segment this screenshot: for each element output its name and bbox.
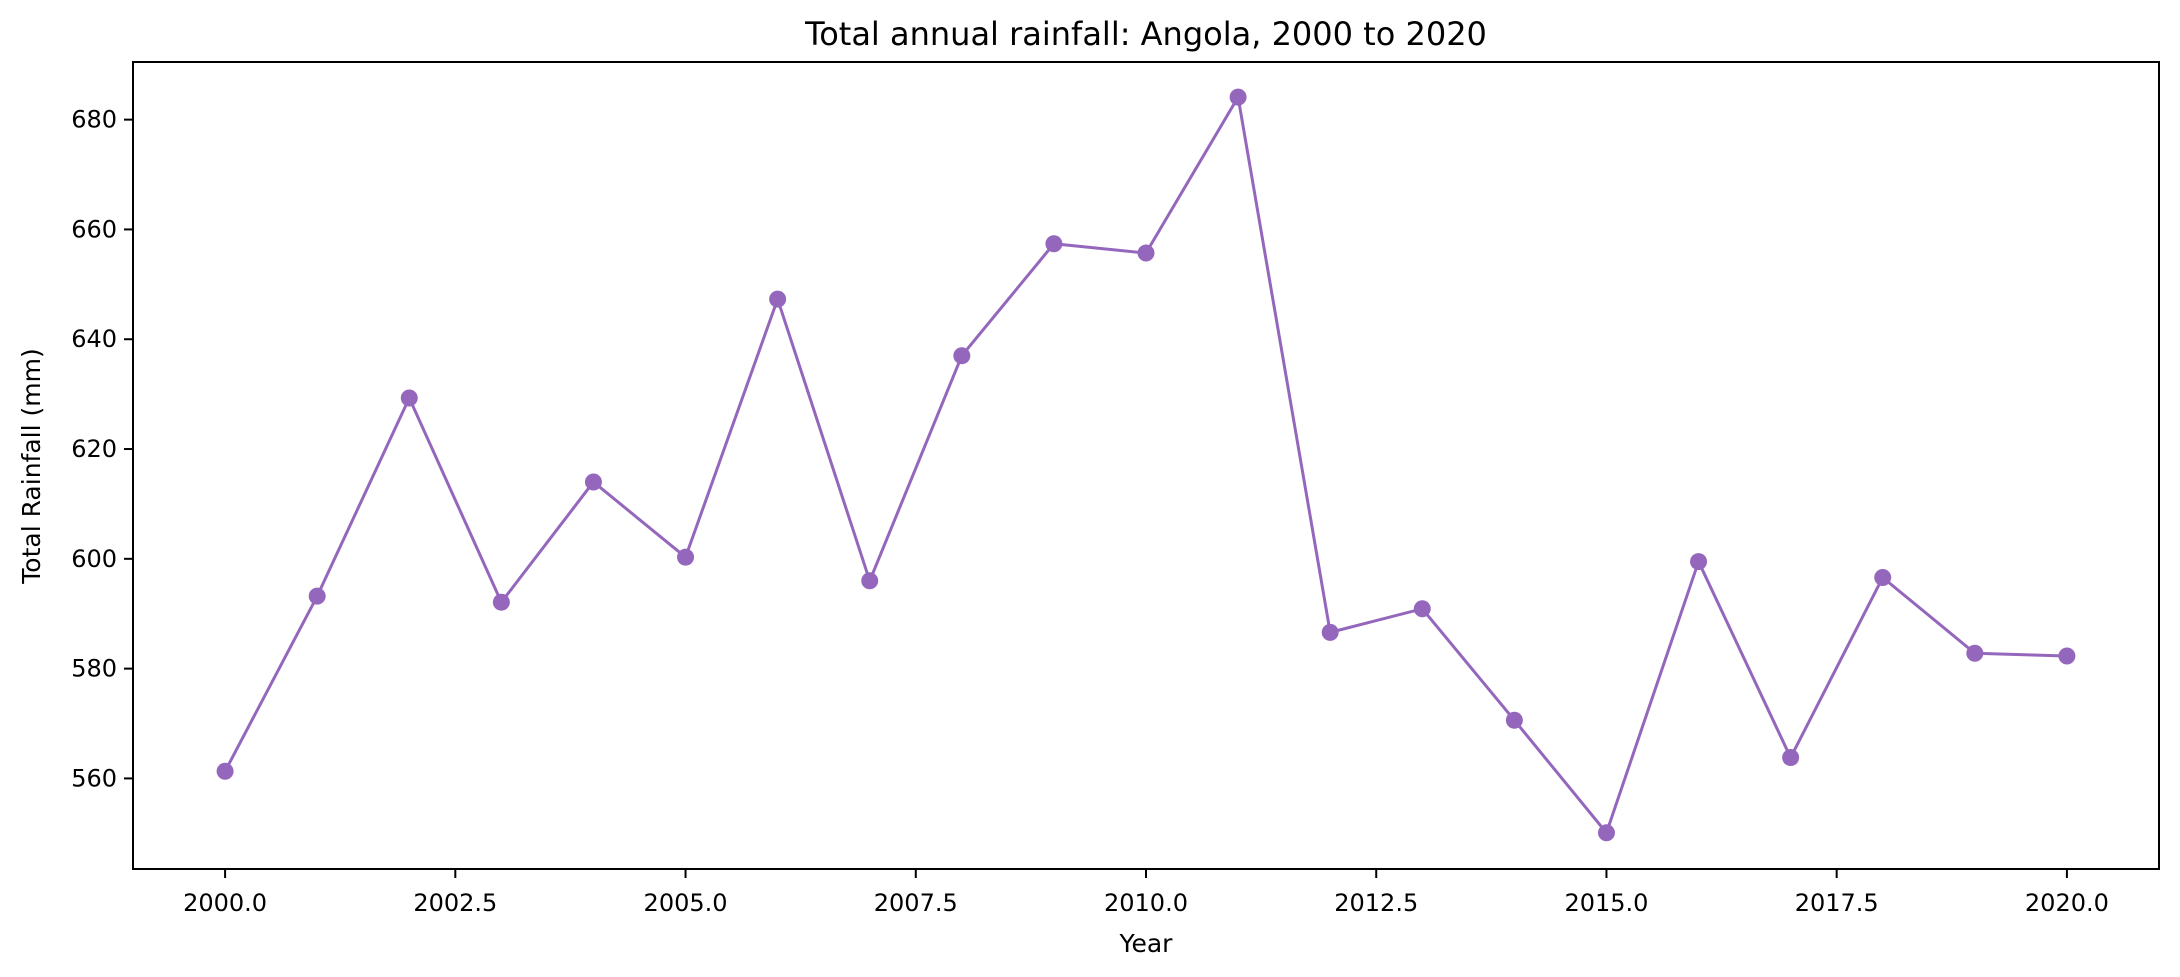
data-point [1505,711,1523,729]
data-point [1782,749,1800,767]
data-point [769,290,787,308]
chart-title: Total annual rainfall: Angola, 2000 to 2… [804,15,1487,53]
y-tick-label: 620 [71,435,117,463]
y-tick-label: 600 [71,545,117,573]
data-point [584,473,602,491]
data-point [1045,235,1063,253]
y-axis-label: Total Rainfall (mm) [17,348,46,584]
y-axis: 560 580 600 620 640 660 680 [71,106,133,792]
data-point [308,587,326,605]
data-point [953,347,971,365]
data-point [1321,623,1339,641]
y-tick-label: 640 [71,325,117,353]
y-tick-label: 680 [71,106,117,134]
data-point [1137,244,1155,262]
x-tick-label: 2020.0 [2025,889,2109,917]
series-rainfall [216,88,2076,842]
data-point [400,389,418,407]
x-tick-label: 2007.5 [874,889,958,917]
y-tick-label: 560 [71,764,117,792]
data-point [677,548,695,566]
x-tick-label: 2002.5 [413,889,497,917]
data-point [1597,824,1615,842]
y-tick-label: 660 [71,215,117,243]
x-tick-label: 2017.5 [1795,889,1879,917]
series-line [223,95,2067,835]
data-point [216,762,234,780]
data-point [1966,644,1984,662]
x-axis: 2000.0 2002.5 2005.0 2007.5 2010.0 2012.5 2015… [183,869,2109,917]
data-point [492,593,510,611]
x-tick-label: 2010.0 [1104,889,1188,917]
x-tick-label: 2005.0 [644,889,728,917]
data-point [1229,88,1247,106]
x-tick-label: 2012.5 [1334,889,1418,917]
data-point [861,572,879,590]
x-axis-label: Year [1119,929,1174,958]
x-tick-label: 2000.0 [183,889,267,917]
data-point [2058,647,2076,665]
data-point [1690,553,1708,571]
y-tick-label: 580 [71,655,117,683]
x-tick-label: 2015.0 [1564,889,1648,917]
data-point [1874,568,1892,586]
plot-frame [132,61,2160,870]
data-point [1413,600,1431,618]
